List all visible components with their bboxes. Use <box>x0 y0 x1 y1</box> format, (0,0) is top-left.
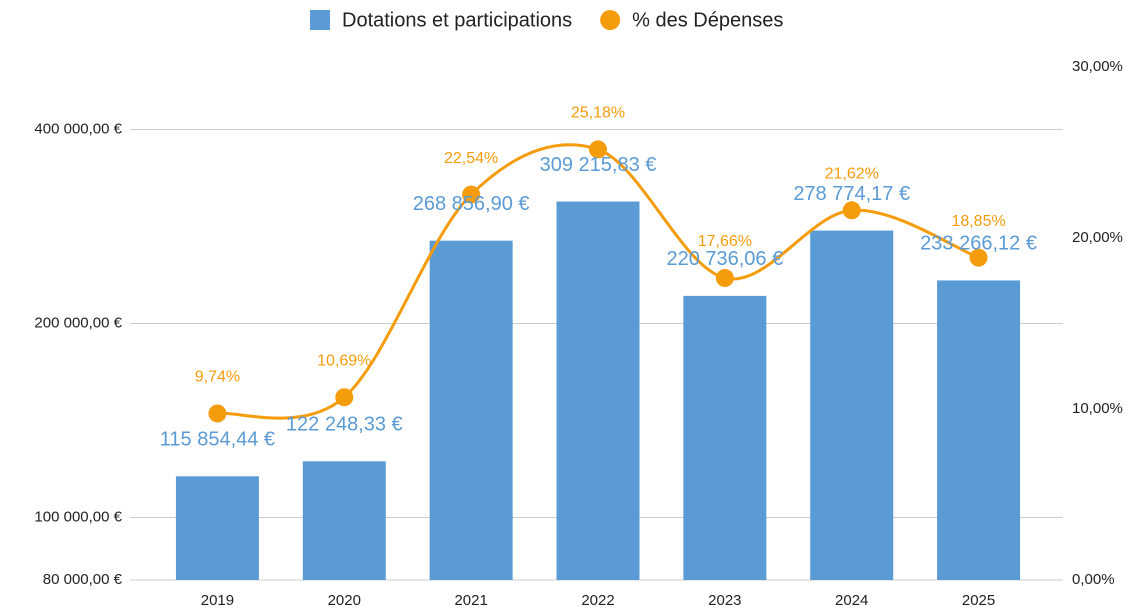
bar <box>683 295 767 580</box>
point <box>715 269 734 288</box>
point <box>589 140 607 159</box>
y-tick-label: 80 000,00 € <box>43 571 123 588</box>
point-value-label: 10,69% <box>317 352 371 369</box>
bar <box>175 476 259 580</box>
bar <box>937 280 1021 580</box>
point-value-label: 9,74% <box>195 369 240 386</box>
bar <box>810 230 894 580</box>
bar-value-label: 278 774,17 € <box>793 183 910 205</box>
bar-value-label: 309 215,83 € <box>540 154 657 176</box>
bar-value-label: 268 856,90 € <box>413 193 530 215</box>
x-tick-label: 2020 <box>328 592 361 609</box>
x-tick-label: 2024 <box>835 592 868 609</box>
bar-value-label: 233 266,12 € <box>920 233 1037 255</box>
y2-tick-label: 20,00% <box>1072 229 1123 246</box>
x-tick-label: 2025 <box>962 592 995 609</box>
x-tick-label: 2021 <box>454 592 487 609</box>
point-value-label: 18,85% <box>951 213 1005 230</box>
point <box>842 201 861 220</box>
y2-tick-label: 30,00% <box>1072 58 1123 75</box>
y2-tick-label: 10,00% <box>1072 400 1123 417</box>
bar-value-label: 115 854,44 € <box>160 429 275 451</box>
y-tick-label: 400 000,00 € <box>34 120 122 137</box>
x-tick-label: 2019 <box>201 592 234 609</box>
point-value-label: 25,18% <box>571 105 625 122</box>
legend-swatch <box>600 10 621 30</box>
point <box>462 185 481 204</box>
legend-label: % des Dépenses <box>632 9 783 31</box>
point <box>208 404 227 423</box>
bar-value-label: 122 248,33 € <box>286 414 403 436</box>
x-tick-label: 2023 <box>708 592 741 609</box>
bar-value-label: 220 736,06 € <box>666 248 783 270</box>
point <box>969 248 988 267</box>
point <box>335 388 354 407</box>
legend-swatch <box>310 10 330 30</box>
point-value-label: 17,66% <box>698 233 752 250</box>
bar <box>556 201 640 581</box>
bar <box>429 240 513 580</box>
y-tick-label: 100 000,00 € <box>34 509 122 526</box>
legend-label: Dotations et participations <box>342 9 572 31</box>
bar <box>302 461 386 580</box>
y2-tick-label: 0,00% <box>1072 571 1115 588</box>
point-value-label: 21,62% <box>825 166 879 183</box>
x-tick-label: 2022 <box>581 592 614 609</box>
point-value-label: 22,54% <box>444 150 498 167</box>
y-tick-label: 200 000,00 € <box>34 314 122 331</box>
